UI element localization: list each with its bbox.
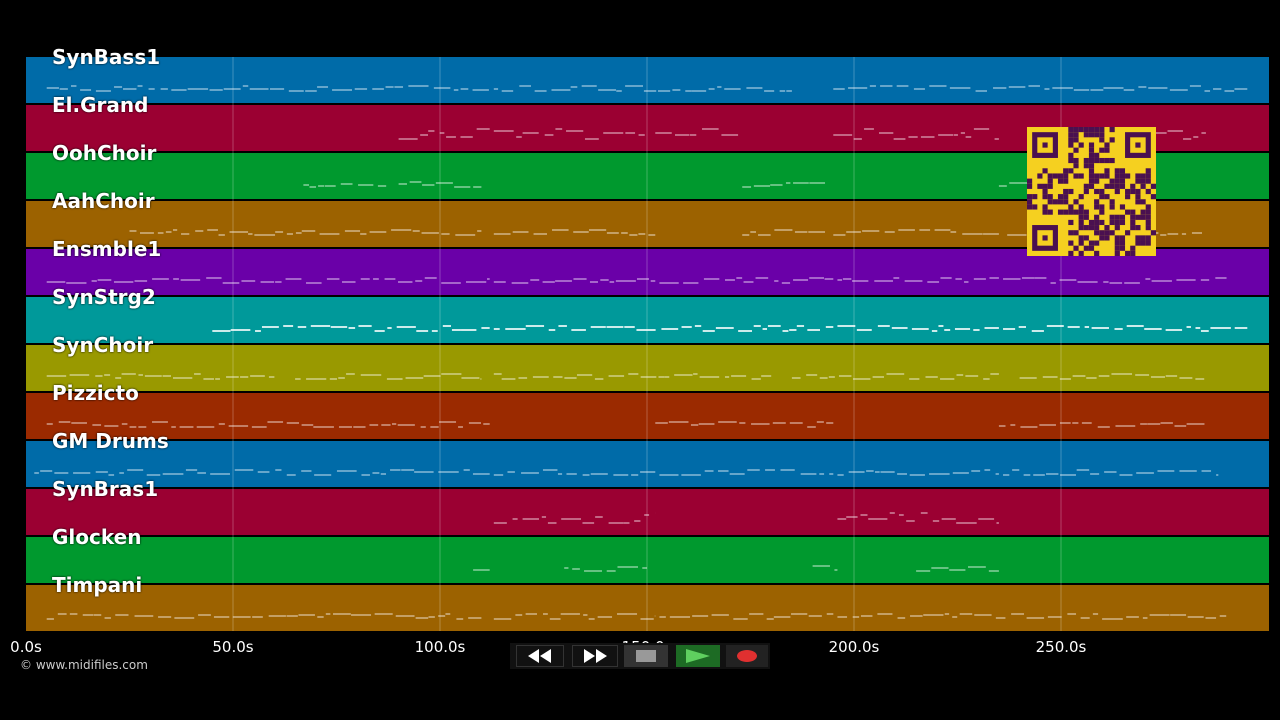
track-label: AahChoir [52,189,155,213]
play-button[interactable] [676,645,720,667]
track-label: SynBras1 [52,477,159,501]
stop-button[interactable] [624,645,668,667]
track-label: Pizzicto [52,381,139,405]
track-lane [26,249,1269,295]
track-lane [26,393,1269,439]
track-lane [26,489,1269,535]
track-label: SynBass1 [52,45,161,69]
tick-label: 100.0s [414,638,466,656]
play-icon [686,649,710,663]
track-label: OohChoir [52,141,157,165]
track-lane [26,57,1269,103]
track-lane [26,537,1269,583]
track-lane [26,297,1269,343]
rewind-button[interactable] [516,645,564,667]
track-lane [26,585,1269,631]
track-label: El.Grand [52,93,149,117]
copyright-text: © www.midifiles.com [20,658,148,672]
track-label: Ensmble1 [52,237,162,261]
record-button[interactable] [726,645,768,667]
track-label: Glocken [52,525,142,549]
track-label: Timpani [52,573,143,597]
stop-icon [636,650,656,662]
tick-label: 50.0s [212,638,254,656]
track-label: GM Drums [52,429,169,453]
track-label: SynChoir [52,333,154,357]
tick-label: 200.0s [828,638,880,656]
tick-label: 250.0s [1035,638,1087,656]
fast-forward-button[interactable] [572,645,618,667]
fast-forward-icon [584,649,607,663]
qr-code-icon [1027,127,1156,256]
record-icon [737,650,757,662]
rewind-icon [528,649,551,663]
transport-controls [510,643,770,669]
track-label: SynStrg2 [52,285,156,309]
track-lane [26,345,1269,391]
tick-label: 0.0s [10,638,42,656]
track-lane [26,441,1269,487]
